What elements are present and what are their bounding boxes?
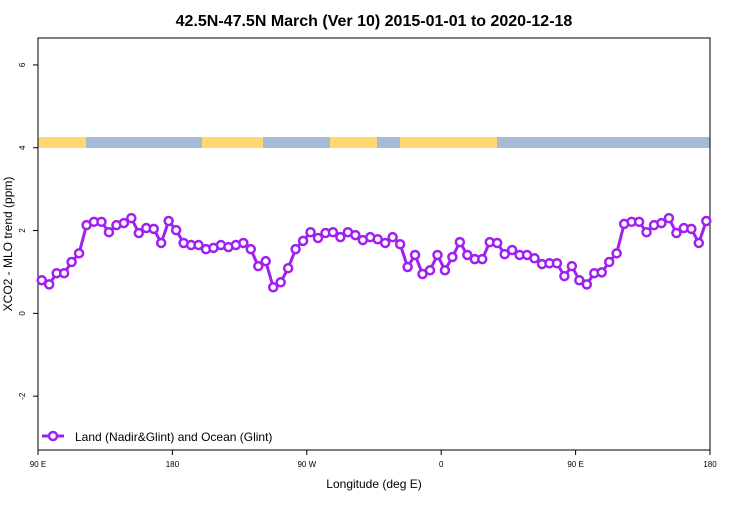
series-group [36,212,712,293]
data-point [491,237,503,249]
data-point [663,212,675,224]
data-point [155,237,167,249]
data-point [379,237,391,249]
y-tick-label: 0 [18,311,27,316]
data-point [148,223,159,235]
data-point [267,282,279,293]
data-point [462,249,473,261]
data-point [566,260,578,272]
land-ocean-strip [38,137,710,148]
data-point [596,267,607,278]
data-point [238,237,249,249]
data-point [193,239,204,251]
data-point [454,236,466,248]
data-point [133,227,145,239]
data-point [506,244,518,256]
data-point [439,265,451,276]
data-point [96,216,107,228]
data-point [409,249,421,261]
data-point [424,265,436,276]
data-point [245,243,257,255]
data-point [574,274,585,286]
data-point [290,243,301,255]
land-band [202,137,263,148]
data-point [275,277,286,288]
data-point [350,229,361,241]
data-point [335,231,346,243]
plot-frame [37,37,711,451]
x-tick-label: 0 [439,460,444,469]
legend: Land (Nadir&Glint) and Ocean (Glint) [42,430,272,444]
data-point [559,270,570,282]
land-band [38,137,86,148]
data-point [297,235,309,247]
data-point [282,262,294,274]
x-tick-label: 90 W [297,460,316,469]
data-point [36,274,47,286]
y-axis-label: XCO2 - MLO trend (ppm) [1,177,15,312]
data-point [327,226,339,238]
data-point [603,256,615,268]
data-point [253,260,264,272]
data-point [394,238,406,250]
data-point [477,253,488,265]
y-tick-label: 4 [18,145,27,150]
data-point [170,224,182,236]
data-point [126,212,137,224]
data-point [611,248,622,259]
data-point [529,253,540,264]
data-point [671,227,682,239]
y-tick-label: 2 [18,228,27,233]
x-tick-label: 180 [166,460,180,469]
data-point [693,237,705,249]
data-point [118,217,130,229]
data-point [641,226,652,238]
legend-marker [47,430,59,442]
data-point [447,251,458,263]
data-point [656,217,667,229]
data-point [432,249,443,261]
legend-label: Land (Nadir&Glint) and Ocean (Glint) [75,430,272,444]
data-point [633,216,645,228]
x-tick-label: 180 [703,460,717,469]
x-tick-label: 90 E [567,460,583,469]
data-point [581,279,593,290]
y-tick-label: 6 [18,62,27,67]
data-point [58,267,70,279]
land-band [330,137,377,148]
axes: 90 E 180 90 W 0 90 E 180 -2 0 2 4 6 [18,37,717,469]
data-point [402,261,413,273]
x-tick-label: 90 E [30,460,46,469]
y-tick-label: -2 [18,392,27,400]
data-point [312,232,324,244]
data-point [701,215,712,227]
data-point [260,255,271,267]
x-axis-label: Longitude (deg E) [326,477,421,491]
data-point [43,279,55,290]
data-point [103,226,115,238]
data-point [163,215,174,227]
data-point [387,231,398,243]
land-band [400,137,497,148]
chart-title: 42.5N-47.5N March (Ver 10) 2015-01-01 to… [176,13,573,30]
data-point [551,258,563,269]
data-point [66,256,77,268]
data-point [73,248,85,259]
data-point [686,223,697,235]
data-point [499,248,510,260]
data-point [305,226,316,238]
